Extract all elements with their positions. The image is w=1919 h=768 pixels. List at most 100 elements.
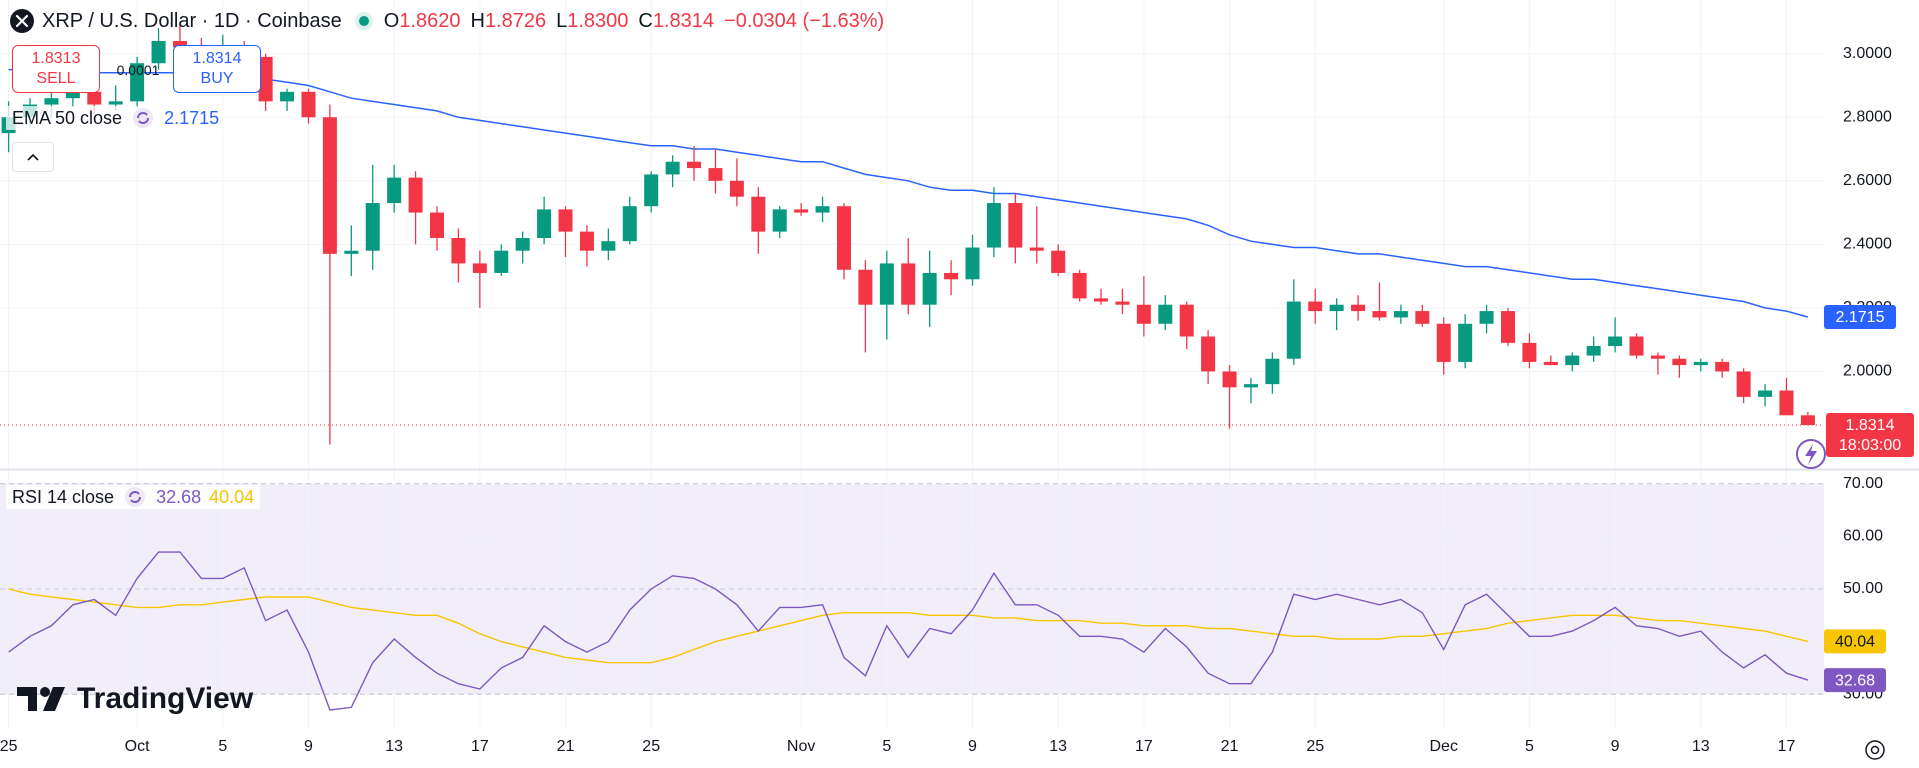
last-price-tag: [1826, 413, 1914, 458]
candle-body: [408, 177, 423, 213]
symbol-header: XRP / U.S. Dollar · 1D · Coinbase O1.862…: [10, 6, 884, 36]
symbol-logo: [10, 9, 34, 33]
candle-body: [1779, 390, 1794, 416]
x-tick-label: 21: [557, 738, 575, 755]
candle-body: [494, 250, 509, 273]
ema-value: 2.1715: [164, 107, 220, 128]
ohlc-item: C1.8314: [638, 10, 714, 32]
rsi-ma-tag: [1824, 629, 1886, 654]
candle-body: [558, 209, 573, 232]
ohlc-item: H1.8726: [470, 10, 546, 32]
candle-body: [1436, 323, 1451, 362]
rsi-legend[interactable]: RSI 14 close 32.68 40.04: [6, 485, 261, 509]
ema-name: EMA 50 close: [12, 107, 123, 128]
candle-body: [1308, 301, 1323, 312]
candle-body: [1586, 346, 1601, 356]
candle-body: [901, 263, 916, 305]
candle-body: [1072, 272, 1087, 299]
candle-body: [879, 263, 894, 305]
candle-body: [344, 250, 359, 254]
y-tick-label: 60.00: [1843, 528, 1883, 545]
collapse-button[interactable]: [12, 142, 54, 172]
candle-body: [130, 63, 145, 102]
candle-body: [1158, 304, 1173, 324]
x-tick-label: 13: [1692, 738, 1710, 755]
settings-icon[interactable]: [1865, 740, 1885, 760]
candle-body: [1715, 361, 1730, 372]
ohlc-value: 1.8726: [484, 9, 547, 32]
candle-body: [1179, 304, 1194, 337]
candle-body: [1008, 203, 1023, 248]
buy-price: 1.8314: [192, 50, 242, 67]
candle-body: [687, 161, 702, 169]
candle-body: [365, 203, 380, 251]
candle-body: [1115, 301, 1130, 305]
candle-body: [1029, 247, 1044, 251]
x-tick-label: 25: [1306, 738, 1324, 755]
candle-body: [944, 272, 959, 280]
candle-body: [665, 161, 680, 175]
sell-price: 1.8313: [31, 50, 81, 67]
y-tick-label: 70.00: [1843, 475, 1883, 492]
x-tick-label: 5: [1525, 738, 1534, 755]
candle-body: [451, 237, 466, 264]
candle-body: [44, 98, 59, 105]
candle-body: [772, 209, 787, 232]
rsi-name: RSI 14 close: [12, 486, 115, 507]
candle-body: [1372, 311, 1387, 318]
candle-body: [836, 206, 851, 270]
candle-body: [387, 177, 402, 204]
candle-body: [579, 231, 594, 251]
y-tick-label: 2.0000: [1843, 363, 1892, 380]
x-tick-label: 17: [471, 738, 489, 755]
candle-body: [1201, 336, 1216, 372]
x-tick-label: 13: [385, 738, 403, 755]
candle-body: [258, 56, 273, 102]
ohlc-key: H: [470, 9, 485, 32]
ema-line: [8, 68, 1809, 318]
rsi-ma-value: 40.04: [209, 486, 255, 507]
candle-body: [1758, 390, 1773, 397]
ohlc-key: O: [383, 9, 400, 32]
candle-body: [1458, 323, 1473, 362]
sell-button[interactable]: 1.8313 SELL: [12, 45, 100, 93]
x-tick-label: 13: [1049, 738, 1067, 755]
ohlc-item: O1.8620: [384, 10, 461, 32]
candle-body: [280, 91, 295, 102]
candle-body: [1800, 415, 1815, 426]
buy-button[interactable]: 1.8314 BUY: [173, 45, 261, 93]
candle-body: [1522, 342, 1537, 362]
candle-body: [1243, 384, 1258, 388]
x-tick-label: 9: [968, 738, 977, 755]
ema-legend[interactable]: EMA 50 close 2.1715: [6, 106, 226, 130]
symbol-title[interactable]: XRP / U.S. Dollar · 1D · Coinbase: [42, 9, 342, 32]
rsi-tag-text: 32.68: [1835, 672, 1875, 689]
assistant-icon[interactable]: [1796, 439, 1826, 469]
loading-icon: [133, 108, 154, 128]
candle-body: [1329, 304, 1344, 312]
candle-body: [108, 101, 123, 105]
candle-body: [322, 117, 337, 254]
candle-body: [751, 196, 766, 232]
candle-body: [515, 237, 530, 251]
candle-body: [1415, 311, 1430, 324]
candle-body: [301, 91, 316, 118]
spread: 0.0001: [116, 62, 160, 78]
candle-body: [1693, 361, 1708, 366]
ohlc-value: 1.8300: [567, 9, 629, 32]
x-tick-label: 25: [642, 738, 660, 755]
candle-body: [87, 91, 102, 105]
candle-body: [151, 40, 166, 64]
candle-body: [1479, 311, 1494, 324]
candle-body: [1565, 355, 1580, 366]
buy-label: BUY: [200, 70, 234, 87]
candle-body: [965, 247, 980, 280]
watermark-logo: [17, 687, 65, 711]
ohlc-value: 1.8620: [399, 9, 461, 32]
market-status[interactable]: [354, 11, 374, 31]
candle-body: [815, 206, 830, 213]
y-tick-label: 3.0000: [1843, 45, 1892, 62]
candle-body: [922, 272, 937, 305]
x-tick-label: 21: [1221, 738, 1239, 755]
